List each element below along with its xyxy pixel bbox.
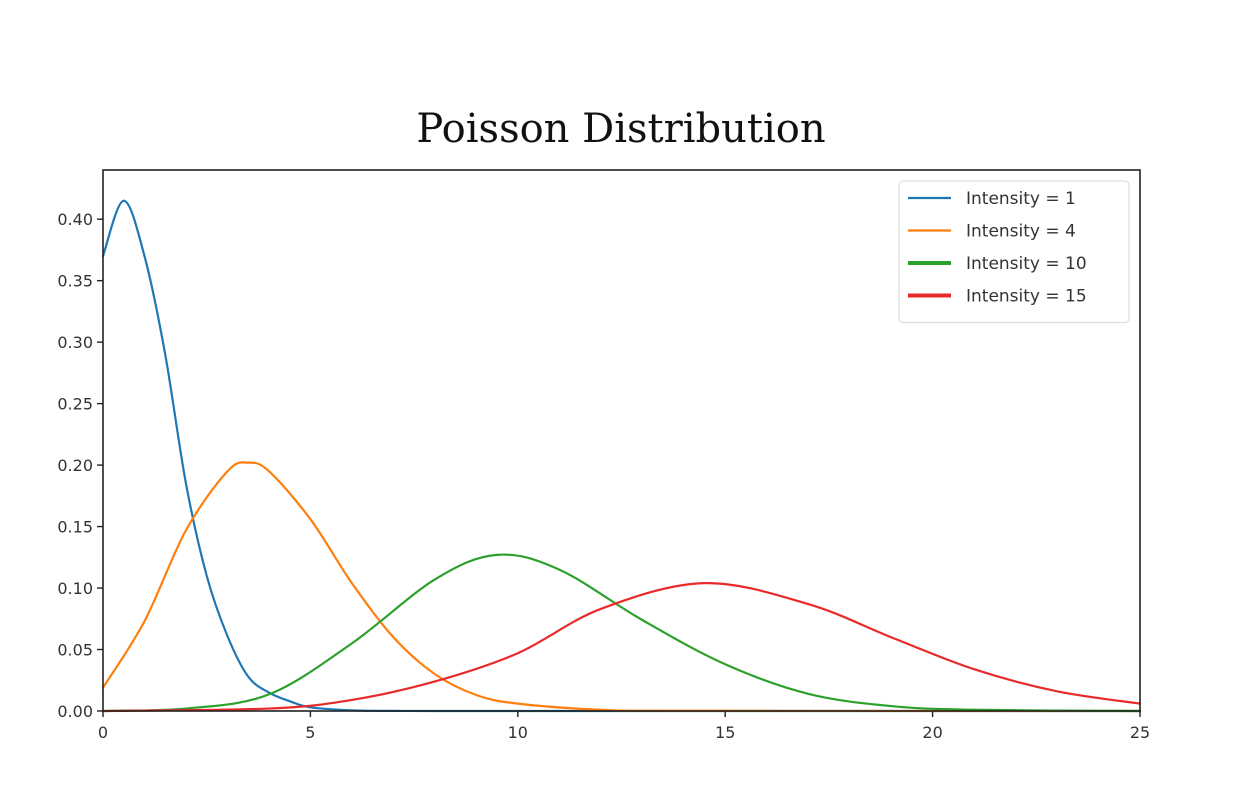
y-tick-label: 0.40 (57, 210, 93, 229)
legend-box (898, 180, 1130, 324)
legend-label: Intensity = 10 (966, 254, 1087, 274)
x-tick-label: 10 (508, 723, 528, 742)
y-tick-label: 0.05 (57, 641, 93, 660)
x-tick-label: 5 (305, 723, 315, 742)
x-tick-label: 25 (1130, 723, 1150, 742)
legend-label: Intensity = 1 (966, 189, 1076, 209)
x-tick-label: 15 (715, 723, 735, 742)
series-line-1 (101, 461, 1142, 713)
x-tick-label: 20 (922, 723, 942, 742)
y-tick-label: 0.30 (57, 333, 93, 352)
y-tick-label: 0.35 (57, 272, 93, 291)
legend: Intensity = 1 Intensity = 4 Intensity = 10… (898, 180, 1130, 324)
series-line-2 (101, 553, 1142, 713)
y-tick-label: 0.10 (57, 579, 93, 598)
axes-frame (102, 169, 1141, 712)
y-tick-label: 0.15 (57, 518, 93, 537)
y-tick-label: 0.25 (57, 395, 93, 414)
legend-label: Intensity = 15 (966, 287, 1087, 307)
axes: 0 5 10 15 20 25 0.00 0.05 0.10 0.15 0.20 0.25 0.30 0.… (57, 169, 1150, 742)
legend-label: Intensity = 4 (966, 222, 1076, 242)
y-tick-label: 0.20 (57, 456, 93, 475)
y-tick-label: 0.00 (57, 702, 93, 721)
series-line-3 (101, 582, 1142, 713)
chart-title: Poisson Distribution (416, 106, 825, 152)
x-tick-label: 0 (98, 723, 108, 742)
